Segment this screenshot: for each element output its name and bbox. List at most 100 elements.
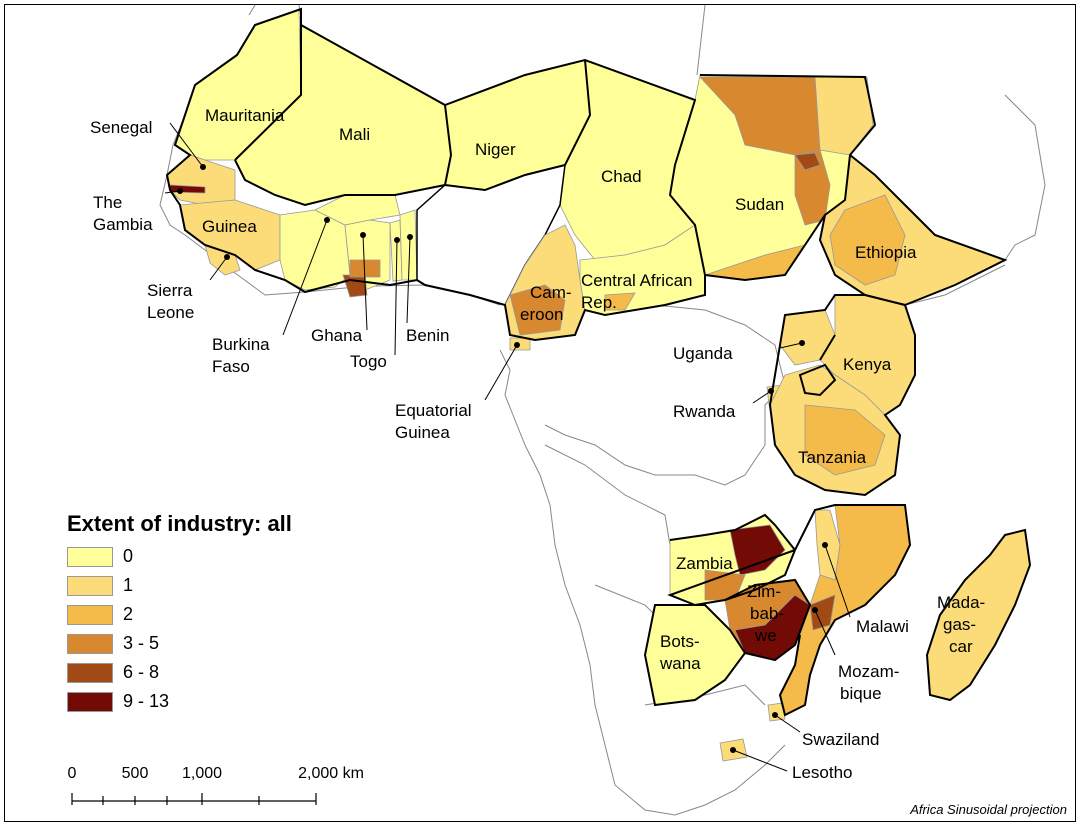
- label-car: Central African Rep.: [581, 271, 693, 312]
- leader-senegal: [169, 122, 204, 168]
- leader-uganda: [779, 342, 803, 349]
- africa-map: Mauritania Mali Niger Chad Sudan Ethiopi…: [90, 5, 1046, 816]
- west-africa-outline: [165, 7, 706, 342]
- label-kenya: Kenya: [843, 355, 892, 374]
- label-niger: Niger: [475, 140, 516, 159]
- lakes: [798, 363, 837, 397]
- legend-swatch: [67, 605, 113, 625]
- senegal-shape: [166, 154, 236, 206]
- legend-swatch: [67, 634, 113, 654]
- dot-lesotho: [730, 747, 736, 753]
- zambia-dark: [729, 524, 786, 576]
- label-eq-guinea: Equatorial Guinea: [395, 401, 472, 442]
- dot-burkina: [324, 217, 330, 223]
- ethiopia-outline: [818, 154, 1008, 307]
- dot-senegal: [200, 164, 206, 170]
- leader-swaziland: [774, 714, 801, 733]
- scale-bar-line: [71, 793, 317, 805]
- leader-benin: [406, 236, 411, 324]
- madagascar-outline: [925, 528, 1032, 702]
- label-benin: Benin: [406, 326, 449, 345]
- leader-malawi: [824, 544, 851, 618]
- car-mid: [604, 292, 636, 311]
- dot-swaziland: [772, 712, 778, 718]
- label-mali: Mali: [339, 125, 370, 144]
- dot-eq-guinea: [514, 342, 520, 348]
- scale-label-1000: 1,000: [181, 765, 223, 782]
- map-frame: Mauritania Mali Niger Chad Sudan Ethiopi…: [4, 4, 1076, 822]
- label-togo: Togo: [350, 352, 387, 371]
- scale-bar: 0 500 1,000 2,000 km: [67, 765, 367, 809]
- leader-burkina: [282, 219, 328, 336]
- scale-label-0: 0: [67, 765, 77, 782]
- congo-borders: [544, 304, 786, 486]
- dot-gambia: [177, 188, 183, 194]
- mali-borders: [234, 25, 592, 207]
- legend-label: 9 - 13: [123, 691, 170, 711]
- legend-swatch: [67, 692, 113, 712]
- leader-lesotho: [732, 749, 788, 772]
- leader-mozambique: [814, 609, 836, 656]
- label-madagascar: Mada-gas-car: [937, 593, 985, 656]
- dot-malawi: [822, 542, 828, 548]
- leader-sierra-leone: [209, 256, 228, 281]
- legend-label: 6 - 8: [123, 662, 160, 682]
- label-burkina-faso: Burkina Faso: [212, 335, 270, 376]
- label-ghana: Ghana: [311, 326, 363, 345]
- central-coast: [499, 349, 786, 816]
- legend-label: 3 - 5: [123, 633, 160, 653]
- label-sudan: Sudan: [735, 195, 784, 214]
- angola-border: [544, 444, 671, 546]
- mozambique-hot: [809, 594, 836, 631]
- label-swaziland: Swaziland: [802, 730, 880, 749]
- leader-eq-guinea: [484, 344, 518, 401]
- countries: [166, 8, 1031, 762]
- leader-rwanda: [752, 390, 772, 404]
- dot-benin: [407, 234, 413, 240]
- dot-rwanda: [768, 388, 774, 394]
- somalia-border: [904, 264, 1006, 306]
- legend-swatch: [67, 576, 113, 596]
- scale-label-2000: 2,000 km: [298, 765, 364, 782]
- sudan-outline: [699, 74, 877, 282]
- label-lesotho: Lesotho: [792, 763, 853, 782]
- label-ethiopia: Ethiopia: [855, 243, 917, 262]
- label-mauritania: Mauritania: [205, 106, 285, 125]
- label-malawi: Malawi: [856, 617, 909, 636]
- scale-label-500: 500: [121, 765, 149, 782]
- legend-title: Extent of industry: all: [67, 511, 292, 536]
- label-gambia: The Gambia: [93, 193, 153, 234]
- label-senegal: Senegal: [90, 118, 152, 137]
- ghana-hot: [342, 274, 368, 298]
- label-rwanda: Rwanda: [673, 402, 736, 421]
- east-africa-outline: [768, 294, 916, 497]
- label-tanzania: Tanzania: [798, 448, 867, 467]
- legend-label: 2: [123, 604, 134, 624]
- legend-label: 1: [123, 575, 134, 595]
- horn-coast: [1004, 94, 1046, 261]
- legend-label: 0: [123, 546, 134, 566]
- egypt-border: [696, 5, 706, 76]
- dot-ghana: [360, 232, 366, 238]
- cameroon-mid: [509, 284, 566, 336]
- label-chad: Chad: [601, 167, 642, 186]
- country-labels: Mauritania Mali Niger Chad Sudan Ethiopi…: [90, 106, 985, 782]
- southern-africa-outline: [643, 504, 912, 717]
- sahara-coast: [248, 5, 256, 16]
- label-zimbabwe: Zim-bab-we: [747, 582, 784, 645]
- projection-note: Africa Sinusoidal projection: [910, 802, 1067, 817]
- namibia-border: [594, 584, 656, 616]
- label-sierra-leone: Sierra Leone: [147, 281, 194, 322]
- ethiopia-core: [829, 194, 906, 286]
- label-uganda: Uganda: [673, 344, 733, 363]
- ghana-mid: [349, 259, 381, 278]
- dot-sierra-leone: [224, 254, 230, 260]
- eq-guinea-shape: [509, 337, 531, 351]
- sudan-dark: [794, 152, 821, 171]
- leader-togo: [394, 239, 398, 356]
- label-botswana: Bots-wana: [659, 632, 701, 673]
- label-guinea: Guinea: [202, 217, 257, 236]
- legend-swatch: [67, 663, 113, 683]
- label-cameroon: Cam-eroon: [520, 283, 572, 324]
- dot-uganda: [799, 340, 805, 346]
